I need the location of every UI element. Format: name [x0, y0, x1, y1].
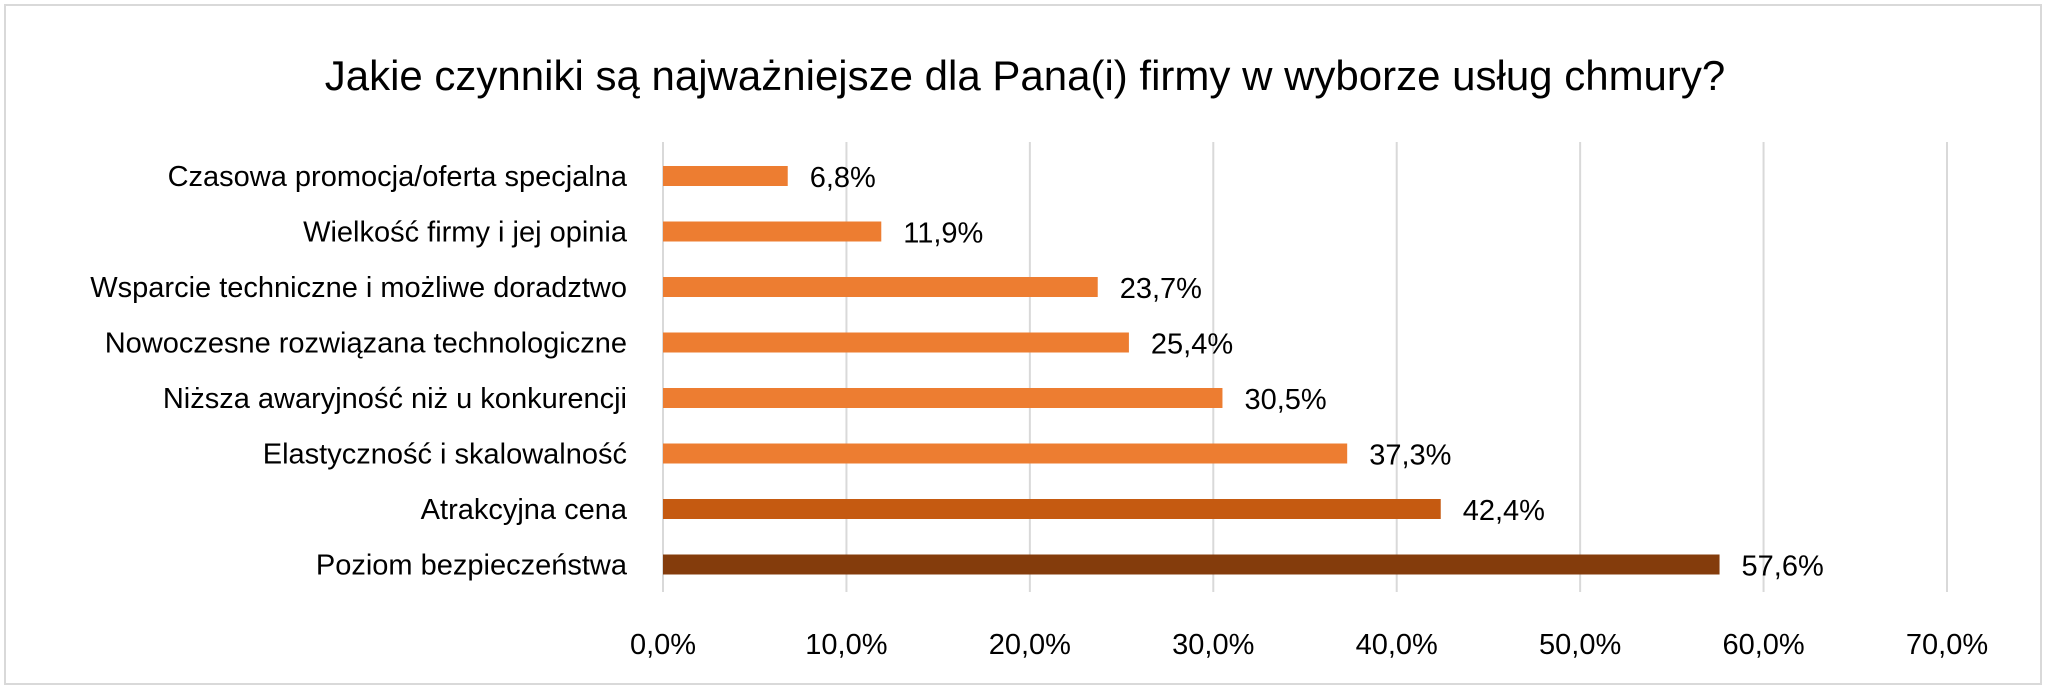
x-tick-label: 70,0% — [1906, 629, 1988, 661]
category-label: Atrakcyjna cena — [421, 494, 628, 526]
x-axis-tick-labels: 0,0% 10,0% 20,0% 30,0% 40,0% 50,0% 60,0% 70,0% — [630, 629, 1988, 661]
data-label: 57,6% — [1742, 551, 1824, 583]
data-label: 25,4% — [1151, 329, 1233, 361]
category-label: Nowoczesne rozwiązana technologiczne — [105, 328, 627, 360]
bars: 6,8% 11,9% 23,7% 25,4% 30,5% 37,3% 42,4% 57,6% — [663, 162, 1824, 583]
bar — [663, 332, 1129, 353]
bar — [663, 221, 882, 242]
bar — [663, 443, 1348, 464]
chart-title: Jakie czynniki są najważniejsze dla Pana… — [325, 52, 1726, 99]
category-label: Elastyczność i skalowalność — [263, 439, 627, 471]
data-label: 11,9% — [903, 218, 983, 250]
x-tick-label: 30,0% — [1172, 629, 1254, 661]
x-tick-label: 0,0% — [630, 629, 696, 661]
data-label: 42,4% — [1463, 495, 1545, 527]
x-tick-label: 40,0% — [1356, 629, 1438, 661]
bar — [663, 166, 788, 186]
x-tick-label: 60,0% — [1722, 629, 1804, 661]
gridlines — [662, 142, 1948, 592]
x-tick-label: 50,0% — [1539, 629, 1621, 661]
bar — [663, 277, 1098, 297]
data-label: 23,7% — [1120, 273, 1202, 305]
x-tick-label: 10,0% — [805, 629, 887, 661]
category-label: Niższa awaryjność niż u konkurencji — [163, 383, 627, 415]
chart-frame: Jakie czynniki są najważniejsze dla Pana… — [4, 4, 2042, 685]
category-label: Poziom bezpieczeństwa — [316, 550, 628, 582]
data-label: 30,5% — [1244, 384, 1326, 416]
category-label: Wielkość firmy i jej opinia — [303, 217, 628, 249]
x-tick-label: 20,0% — [989, 629, 1071, 661]
category-label: Czasowa promocja/oferta specjalna — [168, 161, 628, 193]
category-labels: Czasowa promocja/oferta specjalna Wielkoś… — [90, 161, 628, 582]
bar — [663, 554, 1720, 575]
bar — [663, 499, 1441, 519]
data-label: 6,8% — [810, 162, 876, 194]
bar — [663, 388, 1223, 408]
bar-chart: Jakie czynniki są najważniejsze dla Pana… — [90, 52, 1988, 661]
category-label: Wsparcie techniczne i możliwe doradztwo — [90, 272, 627, 304]
data-label: 37,3% — [1369, 440, 1451, 472]
